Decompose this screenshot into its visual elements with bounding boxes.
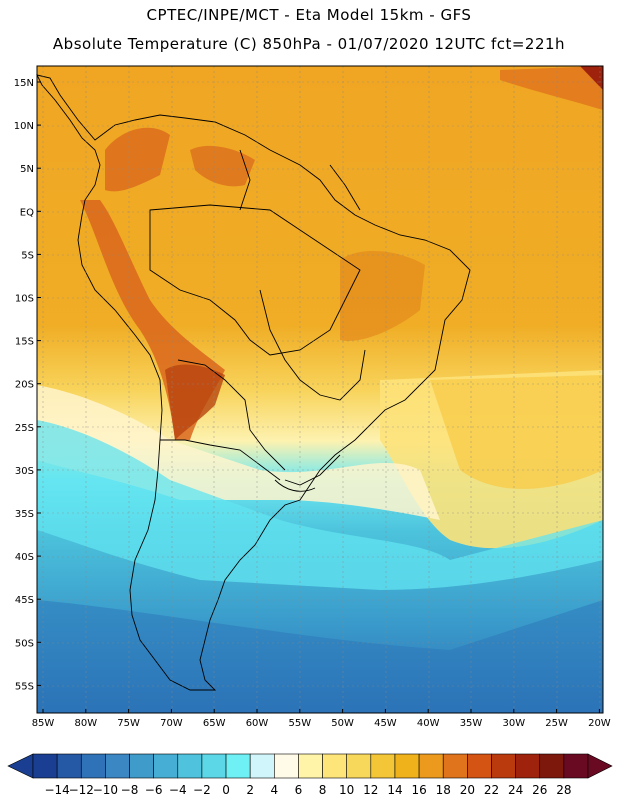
colorbar-label: −14 [44,783,69,797]
colorbar-swatch [346,753,372,779]
colorbar-label: −12 [69,783,94,797]
lat-label: 15N [14,78,34,89]
colorbar-label: 22 [484,783,499,797]
lon-label: 80W [74,718,97,729]
colorbar-label: 6 [295,783,303,797]
lon-label: 30W [502,718,525,729]
colorbar-swatch [370,753,396,779]
colorbar-swatch [249,753,275,779]
colorbar-label: −2 [193,783,211,797]
colorbar-label: 12 [363,783,378,797]
lon-label: 35W [460,718,483,729]
colorbar-swatch [56,753,82,779]
colorbar-swatch [274,753,299,779]
colorbar-label: 20 [460,783,475,797]
lat-label: 35S [15,509,34,520]
colorbar-swatch [298,753,323,779]
lat-label: 50S [15,638,34,649]
colorbar-label: 14 [387,783,402,797]
lat-label: 40S [15,552,34,563]
colorbar-label: −10 [93,783,118,797]
colorbar-swatch [563,753,589,779]
colorbar-label: 10 [339,783,354,797]
lon-label: 40W [417,718,440,729]
colorbar-swatch [201,753,227,779]
colorbar-swatch [491,753,516,779]
colorbar-label: 26 [532,783,547,797]
lat-label: 55S [15,681,34,692]
plot-frame [36,65,604,714]
colorbar-max-arrow [587,753,613,779]
lat-label: 25S [15,423,34,434]
colorbar-swatch [467,753,492,779]
lat-label: 15S [15,337,34,348]
colorbar-swatch [322,753,347,779]
lon-label: 75W [117,718,140,729]
lon-label: 20W [588,718,611,729]
lat-label: 5N [20,164,34,175]
lon-label: 60W [246,718,269,729]
colorbar-label: 4 [270,783,278,797]
coastline [36,74,471,691]
lon-label: 85W [32,718,55,729]
lat-label: 30S [15,466,34,477]
colorbar-min-arrow [7,753,34,779]
latitude-labels: 15N 10N 5N EQ 5S 10S 15S 20S 25S 30S 35S 40S 45S 50S 5… [14,78,41,692]
colorbar-label: 8 [319,783,327,797]
lat-label: EQ [20,207,34,218]
colorbar-swatch [418,753,444,779]
lon-label: 45W [374,718,397,729]
colorbar-swatch [80,753,106,779]
lat-label: 45S [15,595,34,606]
colorbar-label: 18 [436,783,451,797]
colorbar-label: −8 [121,783,139,797]
lat-label: 5S [21,250,34,261]
colorbar-swatch [394,753,420,779]
lon-label: 55W [288,718,311,729]
lon-label: 50W [331,718,354,729]
colorbar-label: 28 [556,783,571,797]
colorbar-label: 0 [222,783,230,797]
graticule [37,66,603,713]
colorbar-swatch [32,753,58,779]
lat-label: 20S [15,380,34,391]
lon-label: 65W [203,718,226,729]
longitude-labels: 85W 80W 75W 70W 65W 60W 55W 50W 45W 40W 35W 30W 25W 2… [32,709,611,729]
title-line-1: CPTEC/INPE/MCT - Eta Model 15km - GFS [146,6,472,24]
colorbar-label: 24 [508,783,523,797]
title-line-2: Absolute Temperature (C) 850hPa - 01/07/… [52,35,566,53]
lon-label: 25W [545,718,568,729]
colorbar-label: −4 [169,783,187,797]
colorbar-label: 16 [411,783,426,797]
colorbar-swatch [539,753,565,779]
colorbar-swatch [177,753,203,779]
colorbar-label: 2 [246,783,254,797]
colorbar-swatch [515,753,541,779]
colorbar-swatch [442,753,468,779]
colorbar-swatch [225,753,251,779]
lat-label: 10N [14,121,34,132]
colorbar-swatch [129,753,154,779]
colorbar-label: −6 [145,783,163,797]
colorbar-swatch [105,753,130,779]
lat-label: 10S [15,294,34,305]
lon-label: 70W [160,718,183,729]
colorbar-swatch [153,753,179,779]
